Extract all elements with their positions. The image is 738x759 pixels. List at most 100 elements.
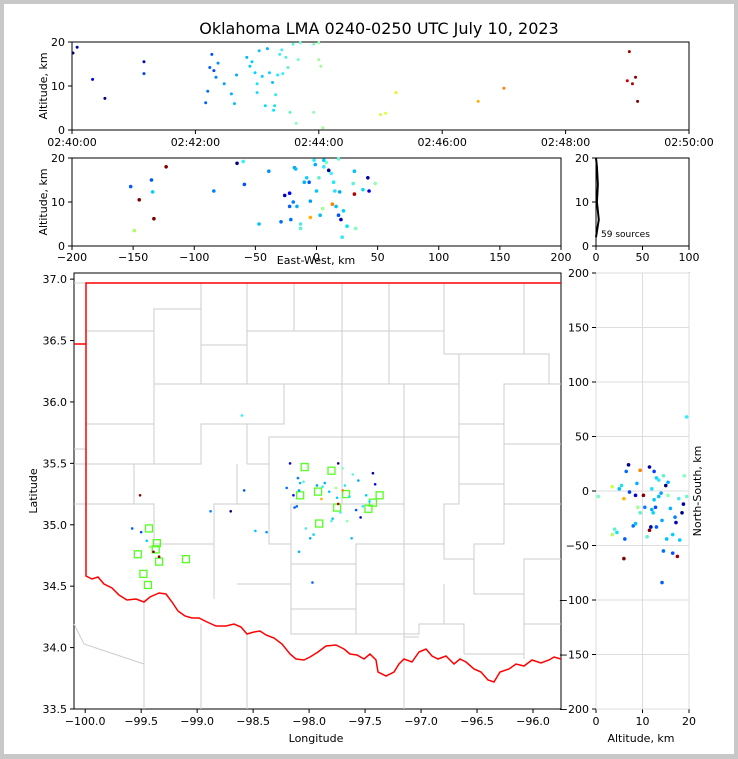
- figure-title: Oklahoma LMA 0240-0250 UTC July 10, 2023: [199, 19, 558, 38]
- altitude-ns-point: [682, 473, 687, 478]
- plan-view-point: [371, 471, 375, 475]
- ew-altitude-point: [137, 198, 142, 202]
- time-height-point: [636, 99, 640, 103]
- plan-view-point: [315, 484, 319, 487]
- plan-view-point: [209, 509, 212, 513]
- time-height-point: [286, 66, 290, 70]
- ew-altitude-point: [235, 161, 239, 166]
- altitude-ns-point: [677, 538, 682, 542]
- altitude-ns-point: [673, 515, 677, 519]
- station-marker: [152, 539, 161, 548]
- plan-view-xtick-label: −97.0: [404, 715, 438, 728]
- station-marker: [154, 557, 164, 566]
- plan-view-point: [354, 508, 358, 512]
- time-height-point: [248, 64, 252, 68]
- altitude-ns-point: [617, 487, 622, 491]
- histogram-xtick-label: 100: [679, 251, 700, 264]
- ew-altitude-point: [341, 209, 346, 213]
- altitude-ns-point: [647, 465, 652, 469]
- altitude-ns-xtick-label: 20: [682, 715, 696, 728]
- histogram-panel: [595, 157, 690, 247]
- ew-altitude-point: [351, 181, 355, 186]
- ew-altitude-point: [289, 217, 293, 222]
- time-height-point: [273, 104, 277, 108]
- time-height-point: [296, 58, 300, 62]
- altitude-ns-ytick-label: −200: [559, 703, 589, 716]
- ew-altitude-point: [287, 204, 292, 209]
- altitude-ns-point: [649, 525, 653, 529]
- time-height-point: [394, 91, 398, 95]
- time-height-ytick-label: 10: [51, 80, 65, 93]
- ew-altitude-point: [352, 169, 357, 173]
- time-height-point: [71, 51, 75, 55]
- plan-view-xtick-label: −97.5: [348, 715, 382, 728]
- ew-altitude-layer: −200 −150 −100 −50 0 50 100 150 200 0 10 20: [51, 152, 572, 264]
- ew-altitude-point: [298, 226, 303, 231]
- time-height-xtick-label: 02:42:00: [171, 136, 220, 149]
- ew-altitude-point: [164, 165, 168, 169]
- plan-view-ytick-label: 34.0: [43, 642, 68, 655]
- ew-altitude-point: [373, 181, 377, 186]
- plan-view-point: [321, 485, 324, 489]
- altitude-ns-point: [596, 494, 601, 499]
- plan-view-point: [302, 480, 305, 484]
- altitude-ns-ylabel: North-South, km: [691, 446, 704, 537]
- plan-view-xtick-label: −100.0: [65, 715, 106, 728]
- plan-view-point: [297, 550, 301, 554]
- plan-view-panel: [73, 272, 562, 710]
- time-height-point: [214, 75, 218, 79]
- altitude-ns-ytick-label: 0: [582, 485, 589, 498]
- ew-altitude-point: [322, 165, 326, 169]
- time-height-point: [317, 58, 321, 62]
- time-height-point: [288, 110, 292, 114]
- ew-altitude-point: [340, 235, 344, 239]
- plan-view-point: [292, 493, 295, 497]
- plan-view-point: [343, 484, 347, 487]
- time-height-point: [294, 121, 298, 125]
- ew-altitude-point: [318, 213, 322, 217]
- altitude-ns-point: [652, 469, 656, 474]
- time-height-point: [627, 50, 631, 54]
- plan-view-point: [295, 505, 299, 508]
- plan-view-xtick-label: −98.5: [236, 715, 270, 728]
- altitude-ns-point: [666, 480, 670, 485]
- plan-view-point: [331, 517, 334, 520]
- time-height-point: [276, 73, 280, 77]
- plan-view-point: [265, 530, 268, 534]
- time-height-point: [255, 91, 259, 95]
- time-height-point: [255, 82, 259, 86]
- ew-altitude-point: [339, 217, 343, 222]
- altitude-ns-point: [623, 537, 627, 541]
- altitude-ns-point: [635, 481, 639, 486]
- plan-view-point: [145, 539, 149, 543]
- time-height-point: [634, 75, 638, 79]
- plan-view-point: [364, 493, 368, 497]
- time-height-point: [274, 93, 278, 97]
- time-height-point: [257, 49, 261, 53]
- plan-view-point: [312, 533, 315, 536]
- plan-view-point: [157, 555, 161, 559]
- ew-altitude-point: [336, 157, 341, 161]
- ew-altitude-point: [322, 158, 326, 162]
- altitude-ns-point: [653, 505, 658, 510]
- altitude-ns-ytick-label: 50: [575, 431, 589, 444]
- time-height-point: [298, 41, 302, 45]
- ew-altitude-point: [366, 176, 370, 180]
- altitude-ns-point: [626, 463, 631, 467]
- plan-view-point: [327, 490, 331, 493]
- time-height-point: [103, 96, 107, 100]
- ew-altitude-point: [212, 189, 216, 193]
- altitude-ns-point: [654, 476, 659, 480]
- station-marker: [181, 555, 191, 564]
- ew-altitude-xtick-label: −150: [118, 251, 148, 264]
- plan-view-ytick-label: 36.0: [43, 396, 68, 409]
- time-height-point: [208, 66, 212, 70]
- altitude-ns-point: [624, 469, 629, 474]
- time-height-panel: [71, 41, 690, 131]
- ew-altitude-xlabel: East-West, km: [277, 254, 355, 267]
- altitude-ns-point: [684, 494, 689, 499]
- ew-altitude-point: [152, 216, 156, 221]
- altitude-ns-xlabel: Altitude, km: [607, 732, 674, 745]
- time-height-point: [260, 74, 264, 78]
